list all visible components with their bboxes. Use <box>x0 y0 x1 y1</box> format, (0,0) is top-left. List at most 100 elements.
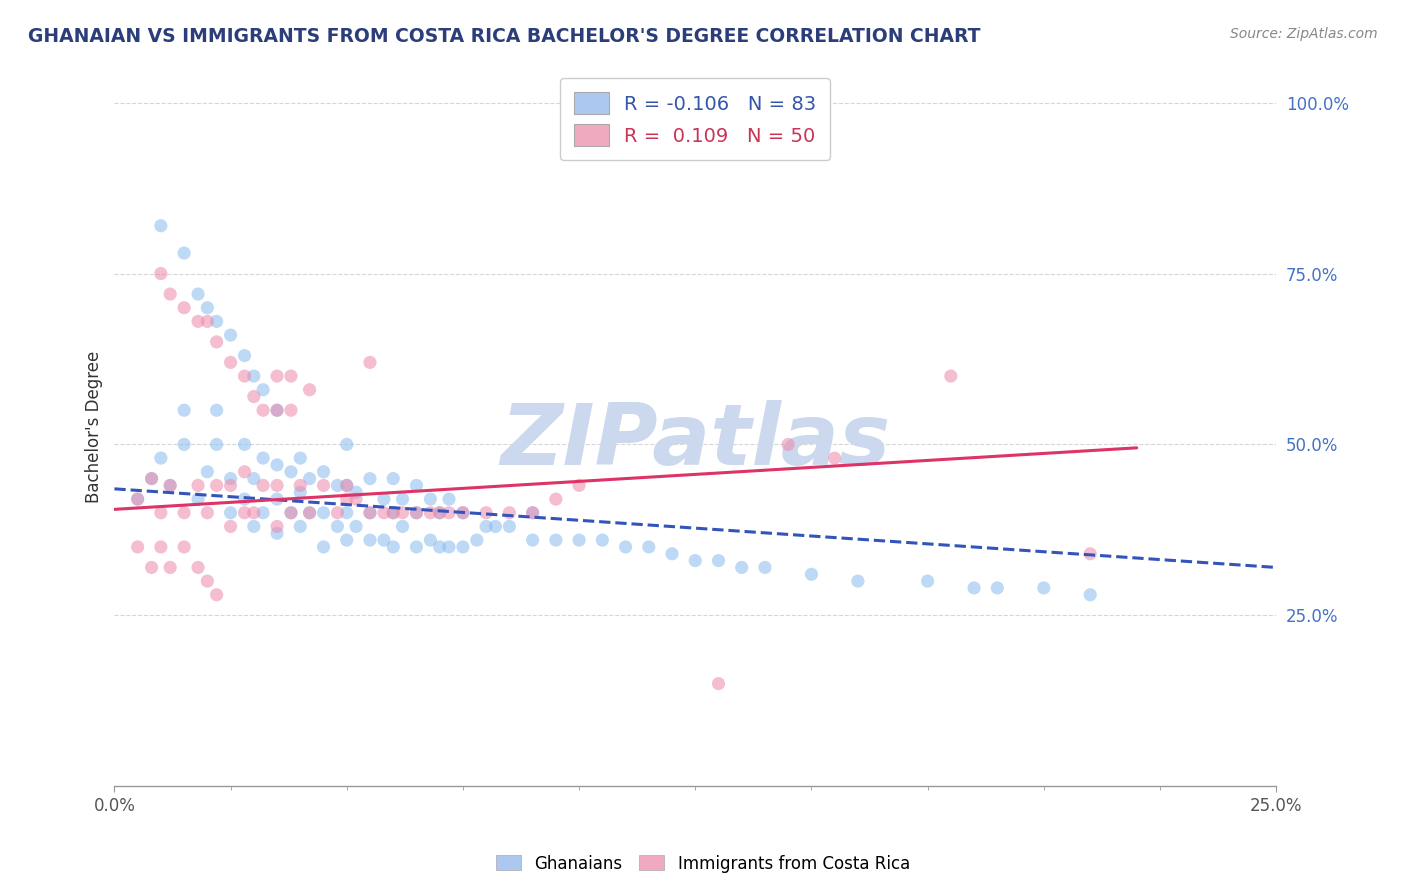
Point <box>173 246 195 260</box>
Point <box>429 540 451 554</box>
Point <box>544 533 567 547</box>
Point <box>419 492 441 507</box>
Point <box>173 403 195 417</box>
Point <box>568 533 591 547</box>
Point <box>219 506 242 520</box>
Point <box>252 478 274 492</box>
Point <box>544 492 567 507</box>
Text: GHANAIAN VS IMMIGRANTS FROM COSTA RICA BACHELOR'S DEGREE CORRELATION CHART: GHANAIAN VS IMMIGRANTS FROM COSTA RICA B… <box>28 27 980 45</box>
Point <box>614 540 637 554</box>
Point <box>233 465 256 479</box>
Point <box>159 287 181 301</box>
Point <box>252 506 274 520</box>
Point <box>336 533 359 547</box>
Point <box>336 506 359 520</box>
Point <box>187 492 209 507</box>
Legend: Ghanaians, Immigrants from Costa Rica: Ghanaians, Immigrants from Costa Rica <box>489 848 917 880</box>
Point <box>205 403 228 417</box>
Point <box>187 314 209 328</box>
Point <box>373 492 395 507</box>
Point <box>159 560 181 574</box>
Point <box>405 478 427 492</box>
Point <box>754 560 776 574</box>
Point <box>266 403 288 417</box>
Point <box>312 478 335 492</box>
Point <box>266 369 288 384</box>
Point <box>280 403 302 417</box>
Point <box>405 506 427 520</box>
Point <box>326 478 349 492</box>
Point <box>187 478 209 492</box>
Point <box>429 506 451 520</box>
Point <box>963 581 986 595</box>
Point <box>149 506 172 520</box>
Point <box>382 506 405 520</box>
Point <box>336 478 359 492</box>
Point <box>243 506 266 520</box>
Point <box>187 287 209 301</box>
Point <box>252 383 274 397</box>
Point <box>280 506 302 520</box>
Point <box>498 506 520 520</box>
Point <box>1078 547 1101 561</box>
Point <box>336 492 359 507</box>
Point <box>280 506 302 520</box>
Point <box>707 553 730 567</box>
Point <box>266 403 288 417</box>
Point <box>243 390 266 404</box>
Point <box>298 472 321 486</box>
Point <box>344 485 367 500</box>
Point <box>290 451 312 466</box>
Point <box>344 519 367 533</box>
Point <box>451 506 474 520</box>
Point <box>149 219 172 233</box>
Point <box>637 540 659 554</box>
Point <box>159 478 181 492</box>
Point <box>205 478 228 492</box>
Point <box>219 355 242 369</box>
Point <box>159 478 181 492</box>
Point <box>195 574 218 588</box>
Point <box>683 553 706 567</box>
Point <box>778 437 800 451</box>
Point <box>149 451 172 466</box>
Y-axis label: Bachelor's Degree: Bachelor's Degree <box>86 351 103 503</box>
Point <box>141 472 163 486</box>
Point <box>290 478 312 492</box>
Point <box>233 349 256 363</box>
Point <box>591 533 613 547</box>
Point <box>266 519 288 533</box>
Point <box>326 519 349 533</box>
Point <box>451 506 474 520</box>
Point <box>280 465 302 479</box>
Point <box>252 403 274 417</box>
Point <box>382 540 405 554</box>
Point <box>141 472 163 486</box>
Point <box>800 567 823 582</box>
Point <box>252 451 274 466</box>
Point <box>405 540 427 554</box>
Point <box>465 533 488 547</box>
Point <box>568 478 591 492</box>
Point <box>219 472 242 486</box>
Point <box>1078 588 1101 602</box>
Point <box>731 560 754 574</box>
Point <box>219 328 242 343</box>
Point <box>149 267 172 281</box>
Point <box>419 506 441 520</box>
Point <box>437 506 460 520</box>
Point <box>312 540 335 554</box>
Point <box>336 437 359 451</box>
Point <box>707 676 730 690</box>
Point <box>141 560 163 574</box>
Point <box>522 506 544 520</box>
Point <box>917 574 939 588</box>
Point <box>219 478 242 492</box>
Point <box>382 472 405 486</box>
Point <box>344 492 367 507</box>
Point <box>195 506 218 520</box>
Point <box>939 369 962 384</box>
Point <box>233 492 256 507</box>
Point <box>359 472 381 486</box>
Point <box>359 506 381 520</box>
